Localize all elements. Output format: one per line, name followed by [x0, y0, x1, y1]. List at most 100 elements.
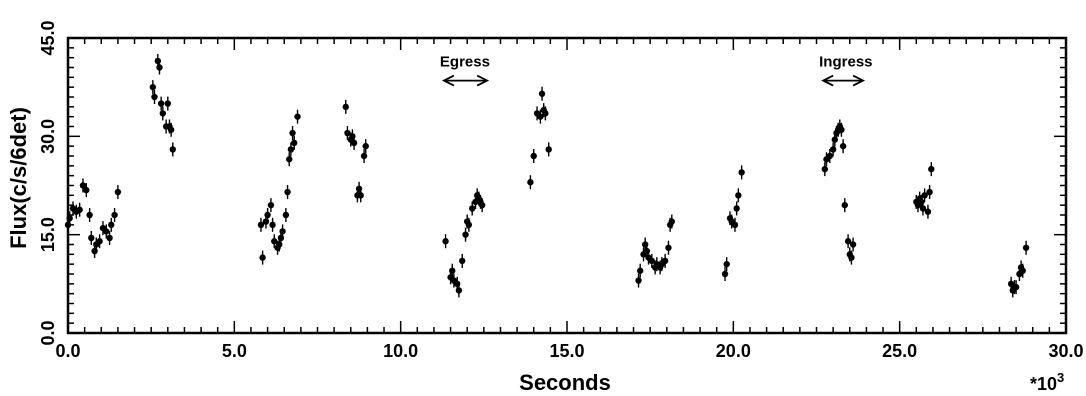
data-point — [88, 234, 95, 242]
data-point — [838, 126, 845, 133]
data-point — [636, 267, 644, 274]
data-point — [344, 129, 351, 137]
data-point — [849, 241, 857, 248]
data-point — [449, 267, 456, 274]
data-point — [108, 221, 115, 229]
data-point — [151, 93, 158, 101]
data-point — [284, 188, 291, 196]
data-point — [157, 100, 165, 107]
data-point — [1012, 283, 1020, 291]
annotation-arrow-head-right — [852, 74, 866, 87]
data-point — [648, 257, 656, 265]
data-point — [530, 152, 537, 160]
data-point — [844, 238, 852, 245]
data-point — [527, 179, 534, 186]
data-point — [111, 211, 118, 219]
data-point — [1022, 244, 1030, 251]
x-multiplier-base: *10 — [1030, 374, 1057, 394]
data-point — [159, 110, 167, 117]
data-point — [537, 113, 544, 120]
annotation-label: Egress — [440, 54, 490, 71]
data-point — [723, 260, 730, 268]
data-points — [64, 53, 1030, 298]
data-point — [114, 188, 122, 196]
data-point — [149, 83, 157, 91]
data-point — [721, 270, 729, 278]
data-point — [462, 231, 469, 238]
y-axis-label: Flux(c/s/6det) — [6, 107, 31, 249]
data-point — [919, 205, 927, 212]
data-point — [538, 90, 546, 97]
data-point — [76, 206, 83, 213]
data-point — [839, 142, 847, 150]
data-point — [271, 238, 278, 245]
data-point — [924, 208, 932, 215]
data-point — [83, 186, 90, 194]
data-point — [286, 156, 293, 163]
data-point — [442, 238, 449, 245]
annotations: Egress Ingress — [440, 54, 873, 87]
data-point — [362, 142, 369, 150]
data-point — [738, 169, 745, 176]
x-multiplier-label: *103 — [1030, 370, 1064, 394]
data-point — [86, 211, 93, 219]
data-point — [96, 238, 103, 245]
annotation-label: Ingress — [819, 54, 872, 71]
data-point — [478, 201, 486, 209]
data-point — [455, 287, 463, 294]
data-point — [668, 218, 675, 225]
data-point — [294, 113, 301, 120]
data-point — [921, 192, 928, 199]
y-tick-label: 30.0 — [38, 119, 58, 154]
data-point — [826, 152, 834, 160]
data-point — [735, 192, 742, 199]
data-point — [257, 221, 265, 229]
x-tick-label: 30.0 — [1048, 341, 1083, 361]
data-point — [848, 254, 855, 261]
data-point — [269, 221, 276, 229]
data-point — [106, 234, 113, 242]
data-point — [103, 228, 110, 235]
data-point — [287, 146, 295, 153]
data-point — [841, 201, 848, 209]
axis-ticks — [67, 37, 1067, 334]
y-tick-label: 45.0 — [38, 20, 58, 55]
plot-frame — [66, 36, 1068, 335]
y-tick-label: 15.0 — [38, 217, 58, 252]
data-point — [156, 64, 163, 71]
y-tick-label: 0.0 — [38, 320, 58, 345]
data-point — [267, 201, 275, 209]
data-point — [465, 221, 473, 229]
data-point — [350, 139, 358, 147]
data-point — [733, 205, 740, 212]
data-point — [259, 254, 266, 261]
data-point — [665, 244, 672, 251]
x-tick-label: 10.0 — [383, 341, 418, 361]
data-point — [635, 277, 642, 284]
x-tick-label: 15.0 — [549, 341, 584, 361]
data-point — [291, 139, 298, 147]
annotation-arrow-head-left — [441, 74, 455, 87]
data-point — [164, 100, 171, 107]
data-point — [661, 257, 669, 265]
data-point — [289, 129, 296, 137]
data-point — [357, 192, 364, 199]
data-point — [468, 205, 476, 212]
data-point — [279, 228, 286, 235]
data-point — [545, 146, 552, 153]
data-point — [360, 152, 368, 160]
axes-frame — [66, 36, 1068, 335]
data-point — [926, 188, 933, 196]
data-point — [821, 165, 829, 173]
annotation-arrow-head-right — [476, 74, 490, 87]
x-multiplier-exponent: 3 — [1057, 370, 1064, 385]
data-point — [542, 110, 549, 117]
data-point — [264, 211, 271, 219]
data-point — [342, 103, 349, 111]
annotation-arrow-head-left — [821, 74, 834, 87]
x-axis-label: Seconds — [519, 370, 611, 395]
data-point — [829, 146, 837, 153]
data-point — [282, 211, 290, 219]
x-tick-label: 20.0 — [716, 341, 751, 361]
